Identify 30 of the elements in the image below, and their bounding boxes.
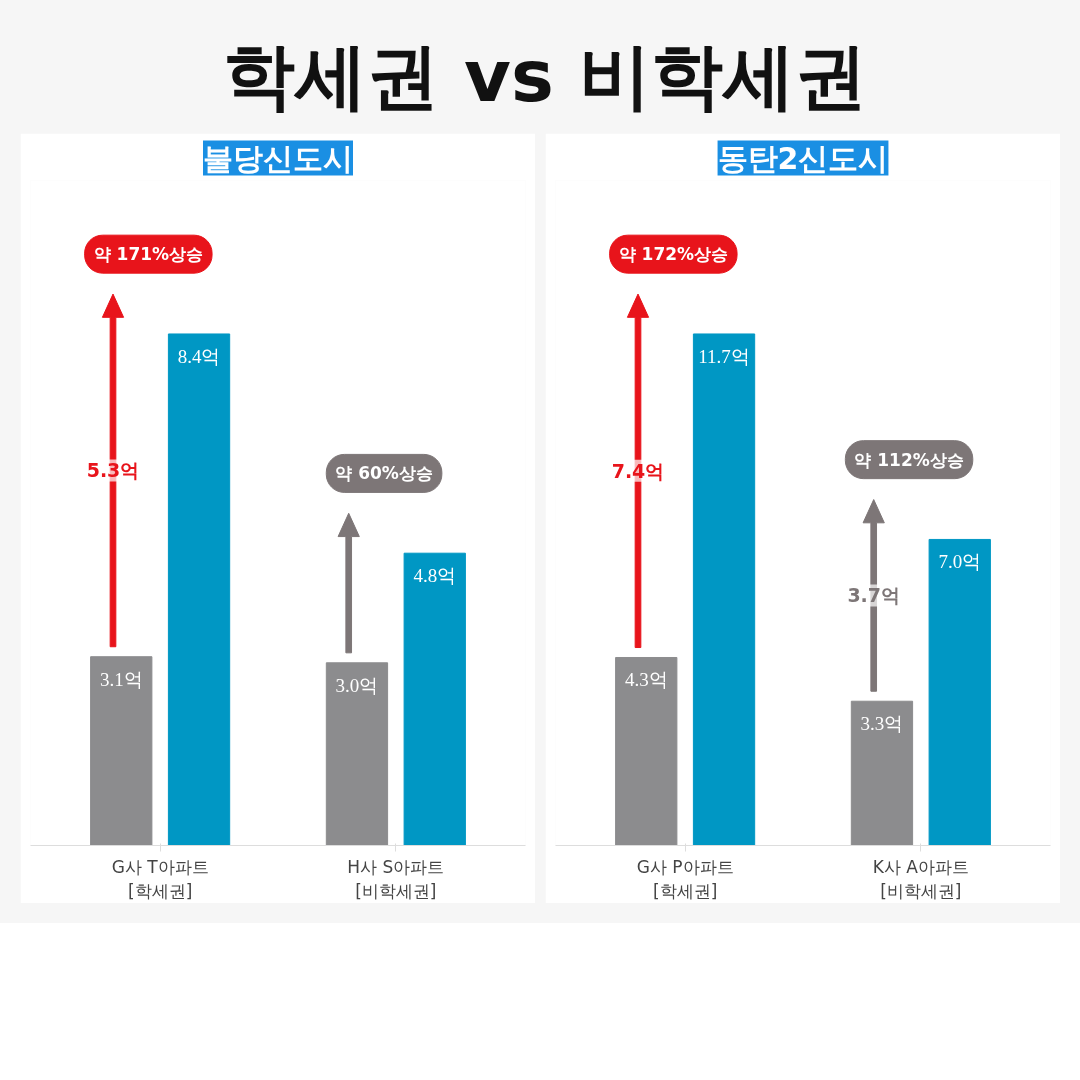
x-tick-label: H사 S아파트 [비학세권] [347,856,445,901]
text: 약 171%상승 [93,244,204,265]
x-tick-label: G사 P아파트 [학세권] [636,856,734,901]
annotation: 약 60%상승 [335,463,433,484]
annotation: 5.3억 [86,459,140,482]
data-label: 8.4억 [177,345,221,367]
text: 약 172%상승 [618,244,729,265]
x-tick-label: K사 A아파트 [비학세권] [872,856,969,901]
bar [325,662,389,846]
annotation: 3.7억 [847,584,901,607]
bar [167,333,231,846]
bar [928,538,991,846]
chart-subtitle: 동탄2신도시 [717,140,889,176]
bar [403,552,466,846]
data-label: 4.8억 [413,565,457,587]
data-label: 4.3억 [624,669,668,691]
annotation: 약 112%상승 [854,449,964,470]
data-label: 3.3억 [860,713,904,735]
annotation: 7.4억 [611,459,665,482]
data-label: 3.0억 [335,674,379,696]
data-label: 3.1억 [99,668,143,690]
data-label: 7.0억 [938,551,982,573]
data-label: 11.7억 [698,345,750,367]
x-tick-label: G사 T아파트 [학세권] [111,856,209,901]
bar [850,700,914,846]
bar [615,656,678,846]
chart-title: 학세권 vs 비학세권 [223,33,867,120]
bar [692,333,756,846]
chart-subtitle: 불당신도시 [203,140,353,176]
bar [90,656,153,846]
